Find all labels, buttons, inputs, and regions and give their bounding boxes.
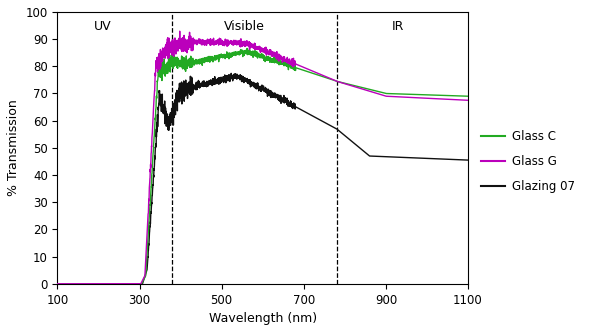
Line: Glazing 07: Glazing 07 (58, 73, 468, 284)
Glass C (211, 54, 218, 58)
Glazing 07 (54, 282, 61, 286)
Glass C (412, 93, 419, 97)
Glass C (101, 282, 108, 286)
Glass G (457, 98, 464, 102)
Glazing 07 (211, 80, 218, 84)
Y-axis label: % Transmission: % Transmission (7, 100, 20, 196)
Glass G (229, 40, 236, 43)
Glazing 07 (101, 282, 108, 286)
Glass G (176, 29, 184, 33)
Glazing 07 (125, 282, 132, 286)
Glass C (464, 94, 472, 98)
Glass C (54, 282, 61, 286)
Text: IR: IR (392, 20, 404, 33)
Glazing 07 (412, 156, 419, 160)
Glass G (125, 282, 132, 286)
X-axis label: Wavelength (nm): Wavelength (nm) (209, 312, 317, 325)
Glass G (54, 282, 61, 286)
Glass C (244, 46, 251, 50)
Glazing 07 (464, 158, 472, 162)
Line: Glass C: Glass C (58, 48, 468, 284)
Glass C (457, 94, 464, 98)
Glass C (125, 282, 132, 286)
Glass G (464, 98, 472, 102)
Glazing 07 (229, 75, 236, 79)
Glazing 07 (227, 71, 235, 75)
Legend: Glass C, Glass G, Glazing 07: Glass C, Glass G, Glazing 07 (476, 125, 580, 198)
Text: UV: UV (94, 20, 112, 33)
Glass G (211, 42, 218, 46)
Glass C (229, 53, 236, 57)
Text: Visible: Visible (224, 20, 265, 33)
Glass G (101, 282, 108, 286)
Glazing 07 (457, 158, 464, 162)
Glass G (412, 96, 419, 100)
Line: Glass G: Glass G (58, 31, 468, 284)
